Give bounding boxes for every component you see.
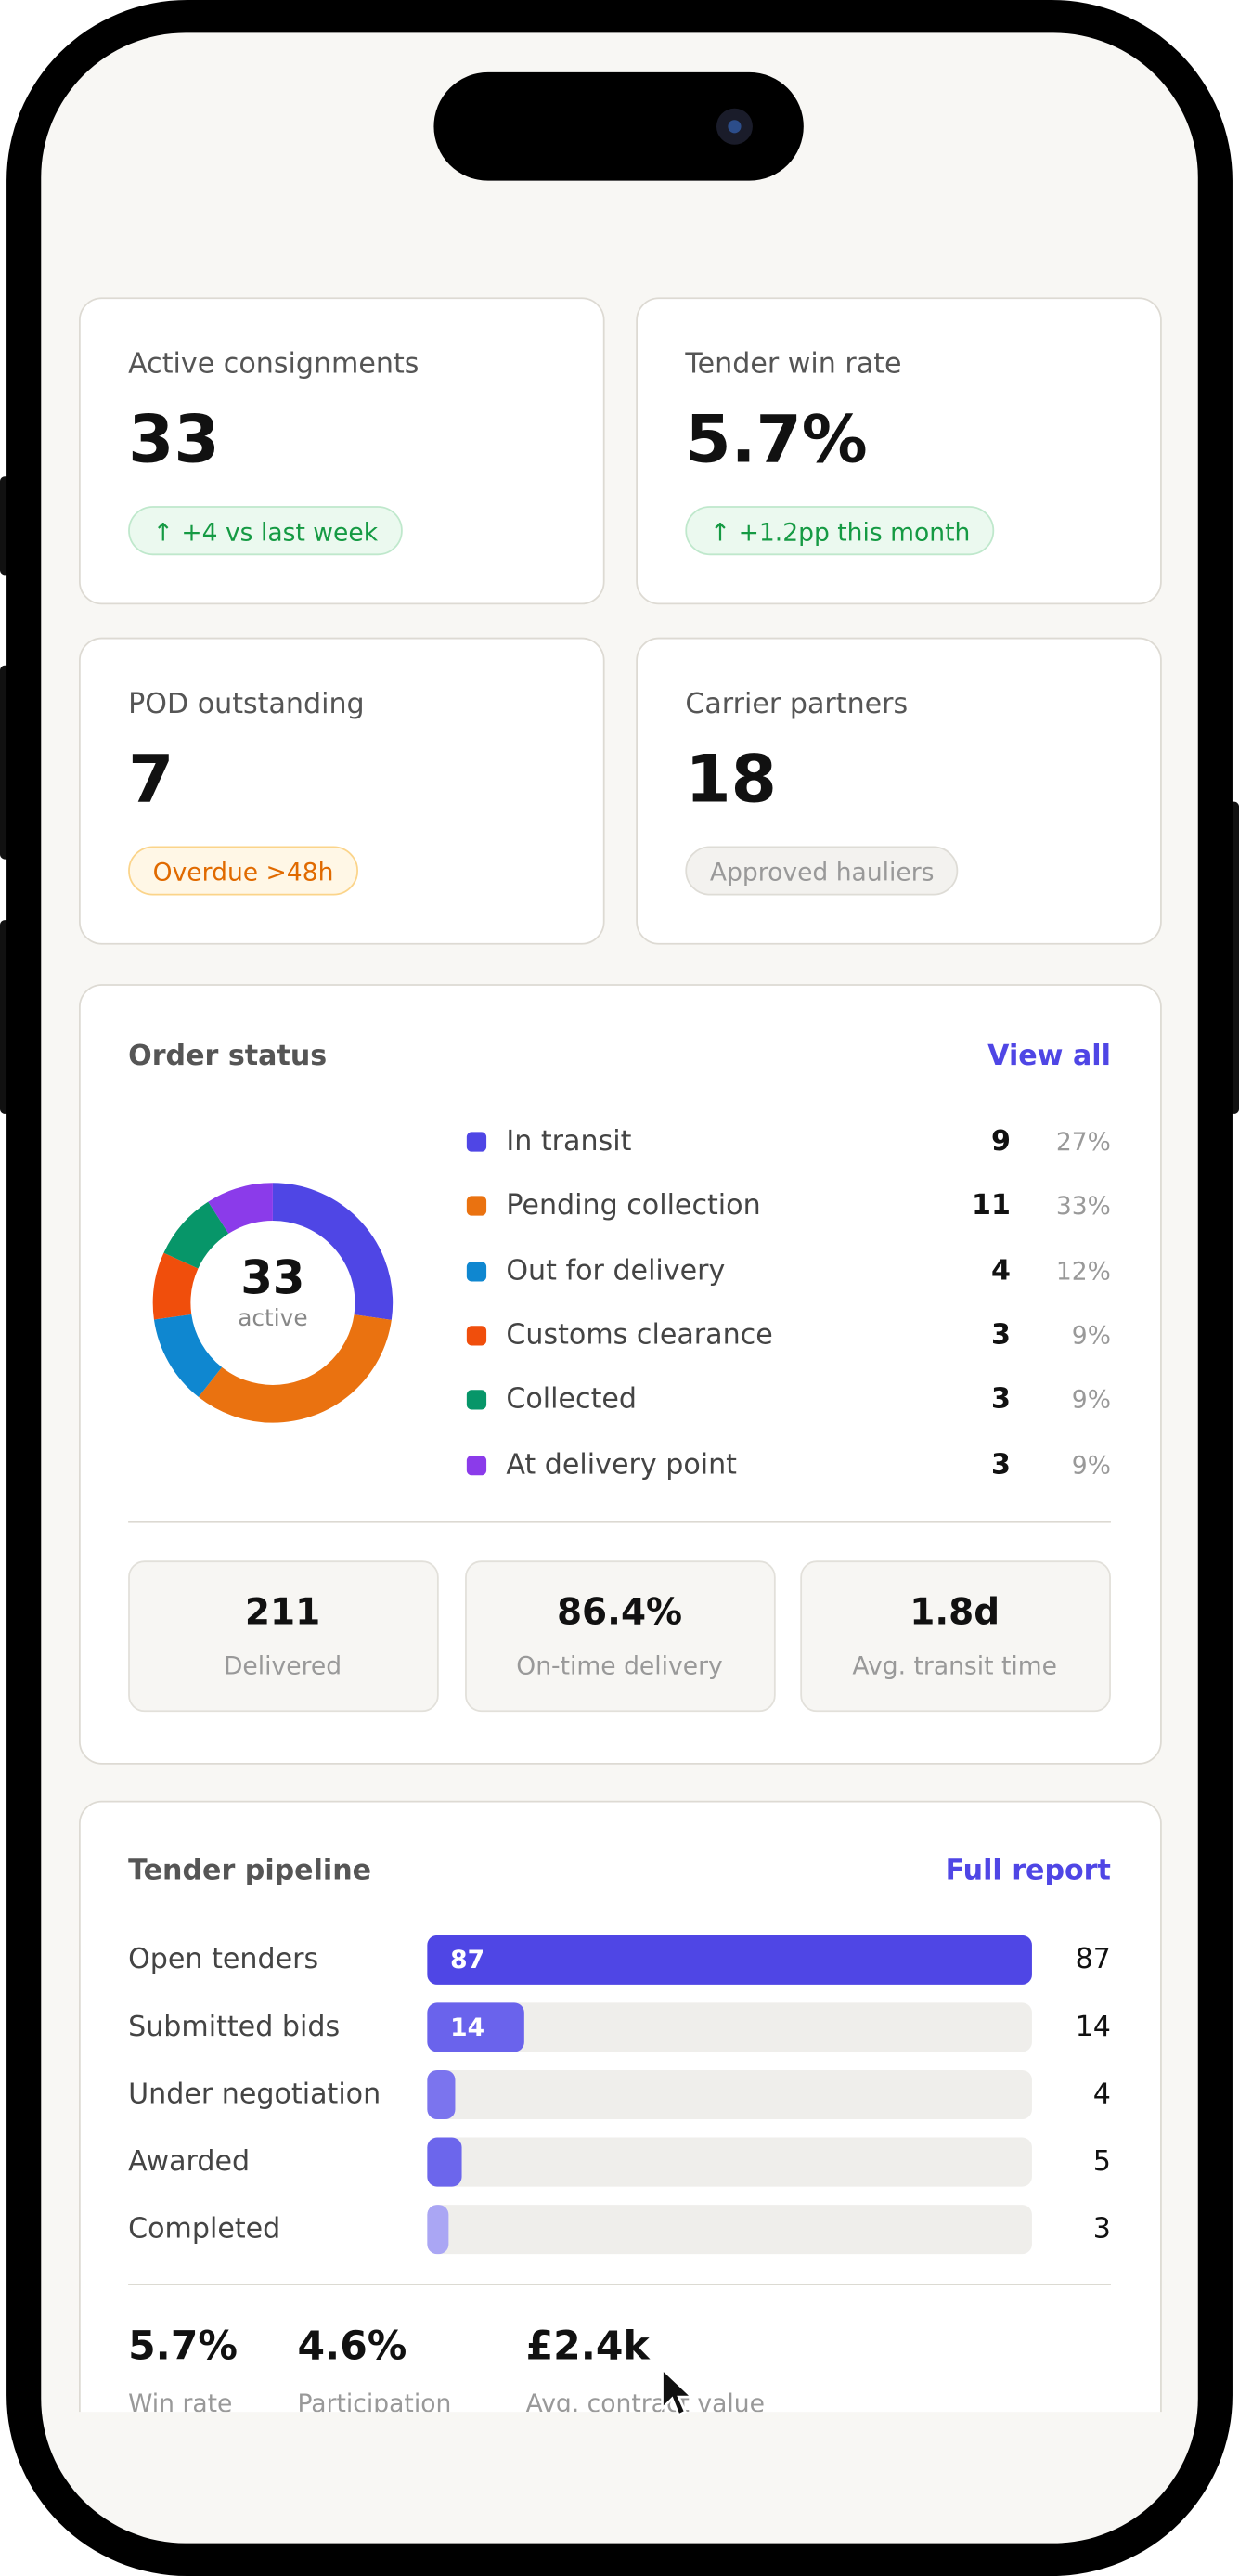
- legend-pct: 9%: [1071, 1384, 1111, 1415]
- kpi-badge: Overdue >48h: [128, 846, 359, 896]
- donut-segment: [152, 1183, 394, 1423]
- bar-track: [427, 2002, 1032, 2052]
- camera-lens: [728, 120, 742, 134]
- card-title: Order status: [128, 1040, 328, 1073]
- kpi-label: Active consignments: [128, 348, 419, 382]
- bar: [427, 1935, 1032, 1985]
- summary-box: [465, 1560, 776, 1713]
- legend-count: 3: [990, 1383, 1011, 1417]
- bar: [427, 2069, 456, 2120]
- view-all-link[interactable]: View all: [987, 1040, 1111, 1073]
- kpi-badge: ↑ +1.2pp this month: [685, 506, 995, 556]
- summary-label: Avg. transit time: [852, 1650, 1058, 1681]
- bar-label: 87: [450, 1945, 485, 1975]
- bar-track: [427, 2137, 1032, 2187]
- legend-label: Pending collection: [506, 1189, 761, 1223]
- legend-count: 11: [972, 1189, 1011, 1223]
- kpi-label: POD outstanding: [128, 688, 365, 721]
- stat-value: 4.6%: [297, 2323, 407, 2370]
- bar: [427, 2137, 462, 2187]
- stat-label: Participation: [297, 2388, 452, 2413]
- cursor: [661, 2365, 695, 2417]
- legend-label: Customs clearance: [506, 1319, 773, 1353]
- summary-box: [128, 1560, 439, 1713]
- divider: [128, 2284, 1111, 2285]
- donut-segment: [152, 1183, 394, 1423]
- summary-value: 86.4%: [556, 1592, 683, 1635]
- legend-swatch: [466, 1132, 487, 1152]
- legend-count: 3: [990, 1319, 1011, 1353]
- legend-swatch: [466, 1390, 487, 1410]
- stage-label: Completed: [128, 2212, 281, 2246]
- camera: [716, 108, 753, 145]
- summary-label: On-time delivery: [516, 1650, 723, 1681]
- kpi-label: Tender win rate: [685, 348, 902, 382]
- legend-swatch: [466, 1196, 487, 1216]
- dynamic-island: [433, 71, 804, 181]
- legend-swatch: [466, 1262, 487, 1282]
- stat-value: £2.4k: [525, 2323, 650, 2370]
- screen: Active consignments 33 ↑ +4 vs last week Te…: [41, 32, 1198, 2544]
- kpi-value: 5.7%: [685, 402, 868, 479]
- kpi-badge: Approved hauliers: [685, 846, 960, 896]
- content: Active consignments 33 ↑ +4 vs last week Te…: [41, 32, 1198, 2413]
- donut-chart: [152, 1183, 394, 1423]
- legend-count: 9: [990, 1125, 1011, 1159]
- stat-value: 5.7%: [128, 2323, 238, 2370]
- bar-track: [427, 2205, 1032, 2255]
- legend-label: Collected: [506, 1383, 638, 1417]
- bar: [427, 2205, 448, 2255]
- legend-pct: 27%: [1055, 1127, 1111, 1157]
- legend-label: Out for delivery: [506, 1255, 726, 1288]
- legend-label: In transit: [506, 1125, 632, 1159]
- stage-value: 14: [1075, 2011, 1111, 2044]
- summary-box: [800, 1560, 1111, 1713]
- stage-value: 4: [1092, 2078, 1111, 2112]
- kpi-badge: ↑ +4 vs last week: [128, 506, 403, 556]
- summary-value: 1.8d: [910, 1592, 1000, 1635]
- bar-label: 14: [450, 2013, 485, 2042]
- divider: [128, 1521, 1111, 1523]
- bar-track: [427, 2069, 1032, 2120]
- donut-segment: [152, 1183, 394, 1423]
- stage-label: Under negotiation: [128, 2078, 381, 2112]
- card-title: Tender pipeline: [128, 1855, 372, 1888]
- stat-label: Avg. contract value: [525, 2388, 765, 2413]
- summary-value: 211: [244, 1592, 321, 1635]
- donut-total: 33: [240, 1250, 305, 1306]
- kpi-value: 18: [685, 742, 777, 819]
- kpi-value: 33: [128, 402, 220, 479]
- bar: [427, 2002, 525, 2052]
- stat-label: Win rate: [128, 2388, 233, 2413]
- legend-pct: 9%: [1071, 1450, 1111, 1481]
- stage-value: 87: [1075, 1943, 1111, 1977]
- legend-count: 3: [990, 1448, 1011, 1482]
- kpi-label: Carrier partners: [685, 688, 909, 721]
- summary-label: Delivered: [223, 1650, 342, 1681]
- legend-label: At delivery point: [506, 1448, 738, 1482]
- stage-label: Awarded: [128, 2145, 251, 2179]
- legend-pct: 12%: [1055, 1256, 1111, 1287]
- stage-label: Submitted bids: [128, 2011, 341, 2044]
- stage-value: 5: [1092, 2145, 1111, 2179]
- legend-pct: 9%: [1071, 1320, 1111, 1351]
- legend-count: 4: [990, 1255, 1011, 1288]
- kpi-value: 7: [128, 742, 174, 819]
- stage-label: Open tenders: [128, 1943, 319, 1977]
- stage-value: 3: [1092, 2212, 1111, 2246]
- legend-swatch: [466, 1456, 487, 1476]
- legend-swatch: [466, 1326, 487, 1346]
- donut-total-label: active: [238, 1305, 308, 1333]
- legend-pct: 33%: [1055, 1191, 1111, 1221]
- full-report-link[interactable]: Full report: [945, 1855, 1111, 1888]
